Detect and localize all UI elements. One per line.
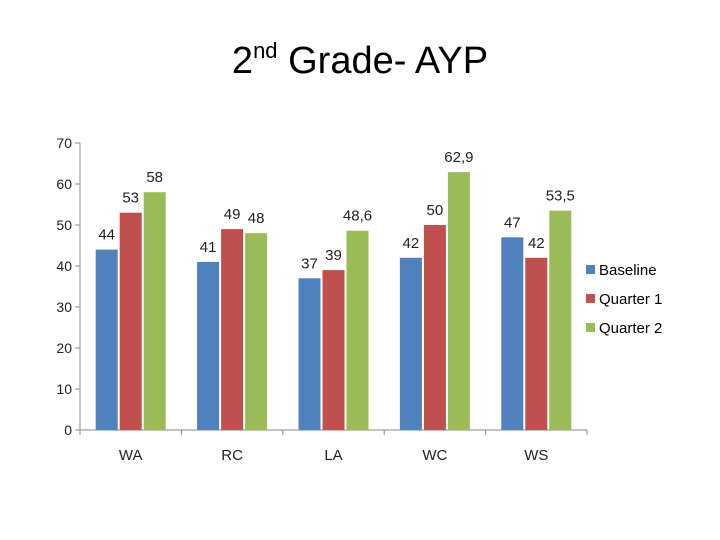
legend-swatch [586, 265, 595, 274]
y-tick-label: 0 [64, 422, 72, 438]
legend-label: Quarter 1 [599, 291, 662, 308]
data-label: 53 [122, 190, 139, 207]
legend-swatch [586, 294, 595, 303]
data-label: 50 [427, 202, 444, 219]
data-label: 53,5 [546, 188, 575, 205]
bar-quarter-2 [447, 172, 470, 431]
title-main-before: 2 [231, 40, 254, 82]
data-label: 47 [504, 214, 521, 231]
bar-quarter-2 [143, 192, 166, 430]
bar-baseline [197, 261, 220, 430]
bar-quarter-1 [322, 270, 345, 430]
data-label: 37 [301, 255, 318, 272]
bar-quarter-1 [221, 229, 244, 430]
y-tick-label: 70 [56, 135, 72, 151]
bar-baseline [399, 257, 422, 430]
data-label: 48,6 [343, 208, 372, 225]
bar-quarter-2 [245, 233, 268, 430]
y-tick-label: 20 [56, 340, 72, 356]
bar-quarter-1 [423, 225, 446, 430]
x-category-label: RC [221, 447, 243, 464]
title-superscript: nd [253, 38, 278, 63]
title-main-after: Grade- AYP [277, 40, 489, 82]
data-label: 42 [528, 235, 545, 252]
data-label: 48 [248, 210, 265, 227]
chart-title: 2nd Grade- AYP [0, 38, 720, 83]
bar-quarter-2 [346, 230, 369, 430]
bar-baseline [95, 249, 118, 430]
x-category-label: WC [422, 447, 447, 464]
data-label: 49 [224, 206, 241, 223]
data-label: 44 [98, 227, 115, 244]
legend-label: Baseline [599, 262, 657, 279]
legend-swatch [586, 323, 595, 332]
legend-label: Quarter 2 [599, 320, 662, 337]
x-category-label: LA [324, 447, 342, 464]
x-category-label: WS [524, 447, 548, 464]
y-tick-label: 40 [56, 258, 72, 274]
bar-baseline [501, 237, 524, 430]
bar-quarter-1 [119, 212, 142, 430]
data-label: 39 [325, 247, 342, 264]
y-tick-label: 60 [56, 176, 72, 192]
x-category-label: WA [119, 447, 143, 464]
data-label: 58 [146, 169, 163, 186]
y-tick-label: 30 [56, 299, 72, 315]
bar-baseline [298, 278, 321, 430]
data-label: 41 [200, 239, 217, 256]
bar-quarter-2 [549, 210, 572, 430]
bar-quarter-1 [525, 257, 548, 430]
data-label: 42 [403, 235, 420, 252]
y-tick-label: 10 [56, 381, 72, 397]
y-tick-label: 50 [56, 217, 72, 233]
data-label: 62,9 [444, 149, 473, 166]
